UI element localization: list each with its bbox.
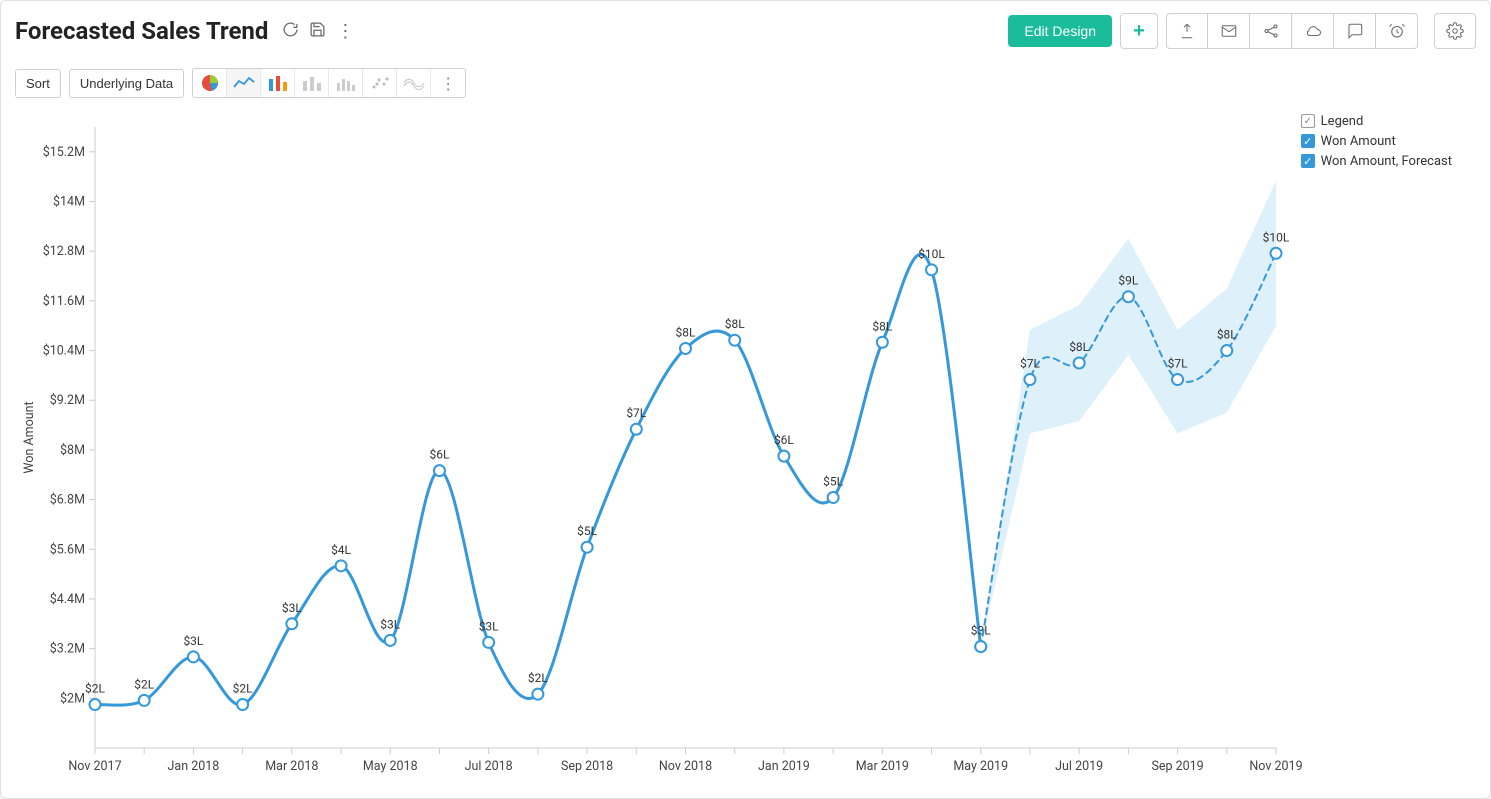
svg-text:$2L: $2L <box>233 682 253 696</box>
svg-text:Nov 2017: Nov 2017 <box>68 759 121 774</box>
share-icon[interactable] <box>1250 13 1292 49</box>
svg-text:May 2018: May 2018 <box>363 759 418 774</box>
svg-text:$5L: $5L <box>577 524 597 538</box>
svg-text:$3L: $3L <box>971 624 991 638</box>
legend: Legend ✓ Won Amount ✓ Won Amount, Foreca… <box>1301 111 1452 171</box>
comment-icon[interactable] <box>1334 13 1376 49</box>
page-title: Forecasted Sales Trend <box>15 17 268 45</box>
svg-text:$5.6M: $5.6M <box>50 542 85 557</box>
svg-text:$3L: $3L <box>282 601 302 615</box>
sort-button[interactable]: Sort <box>15 69 61 98</box>
svg-text:$4.4M: $4.4M <box>50 592 85 607</box>
svg-text:$8L: $8L <box>676 325 696 339</box>
svg-text:$7L: $7L <box>1168 357 1188 371</box>
legend-label: Won Amount, Forecast <box>1321 154 1452 169</box>
chart-area: $2M $3.2M $4.4M $5.6M $6.8M $8M $9.2M $10.4M $11… <box>15 107 1476 788</box>
refresh-icon[interactable] <box>282 21 299 42</box>
svg-text:May 2019: May 2019 <box>953 759 1008 774</box>
settings-icon[interactable] <box>1434 13 1476 49</box>
svg-text:$7L: $7L <box>626 406 646 420</box>
bar-chart-icon[interactable] <box>261 69 295 97</box>
report-card: Forecasted Sales Trend ⋮ Edit Design + <box>0 0 1491 799</box>
svg-text:Mar 2018: Mar 2018 <box>265 759 318 774</box>
svg-text:Nov 2019: Nov 2019 <box>1249 759 1302 774</box>
svg-text:$8L: $8L <box>1069 340 1089 354</box>
export-icon[interactable] <box>1166 13 1208 49</box>
action-icon-group <box>1166 13 1418 49</box>
svg-text:$2M: $2M <box>60 691 85 706</box>
save-icon[interactable] <box>309 21 326 42</box>
svg-text:$6L: $6L <box>774 433 794 447</box>
svg-text:$6L: $6L <box>429 448 449 462</box>
svg-text:$3L: $3L <box>183 634 203 648</box>
legend-item[interactable]: ✓ Won Amount <box>1301 131 1452 151</box>
svg-text:$9L: $9L <box>1118 274 1138 288</box>
legend-title-row[interactable]: Legend <box>1301 111 1452 131</box>
chart-type-group: ⋮ <box>192 68 466 98</box>
svg-text:Sep 2018: Sep 2018 <box>561 759 613 774</box>
svg-text:Jul 2019: Jul 2019 <box>1055 759 1103 774</box>
add-button[interactable]: + <box>1120 13 1158 49</box>
svg-text:$2L: $2L <box>85 682 105 696</box>
toolbar: Sort Underlying Data ⋮ <box>15 67 1476 99</box>
legend-title: Legend <box>1321 114 1364 129</box>
svg-text:$6.8M: $6.8M <box>50 493 85 508</box>
legend-check-icon[interactable]: ✓ <box>1301 134 1315 148</box>
svg-text:$8M: $8M <box>60 443 85 458</box>
svg-text:$2L: $2L <box>134 677 154 691</box>
svg-text:$7L: $7L <box>1020 357 1040 371</box>
header: Forecasted Sales Trend ⋮ Edit Design + <box>15 11 1476 51</box>
svg-text:$15.2M: $15.2M <box>43 145 85 160</box>
chart-svg: $2M $3.2M $4.4M $5.6M $6.8M $8M $9.2M $10.4M $11… <box>15 107 1476 788</box>
legend-label: Won Amount <box>1321 134 1396 149</box>
svg-text:$3L: $3L <box>380 617 400 631</box>
stacked-bar-icon[interactable] <box>295 69 329 97</box>
svg-text:$10.4M: $10.4M <box>43 344 85 359</box>
svg-text:$5L: $5L <box>823 475 843 489</box>
legend-check-icon[interactable]: ✓ <box>1301 154 1315 168</box>
svg-text:Nov 2018: Nov 2018 <box>659 759 712 774</box>
chart-type-more-icon[interactable]: ⋮ <box>431 69 465 97</box>
svg-text:$10L: $10L <box>1263 230 1290 244</box>
map-chart-icon[interactable] <box>397 69 431 97</box>
svg-text:$4L: $4L <box>331 543 351 557</box>
legend-item[interactable]: ✓ Won Amount, Forecast <box>1301 151 1452 171</box>
svg-text:Sep 2019: Sep 2019 <box>1151 759 1203 774</box>
scatter-chart-icon[interactable] <box>363 69 397 97</box>
more-icon[interactable]: ⋮ <box>336 21 354 42</box>
legend-toggle-icon[interactable] <box>1301 114 1315 128</box>
header-quick-icons: ⋮ <box>282 21 354 42</box>
svg-text:$10L: $10L <box>918 247 945 261</box>
svg-text:$8L: $8L <box>725 317 745 331</box>
pie-chart-icon[interactable] <box>193 69 227 97</box>
svg-text:$9.2M: $9.2M <box>50 393 85 408</box>
svg-text:$3L: $3L <box>479 619 499 633</box>
underlying-data-button[interactable]: Underlying Data <box>69 69 184 98</box>
edit-design-button[interactable]: Edit Design <box>1008 15 1112 47</box>
svg-text:$8L: $8L <box>1217 328 1237 342</box>
svg-text:$12.8M: $12.8M <box>43 244 85 259</box>
svg-text:$14M: $14M <box>53 195 85 210</box>
histogram-icon[interactable] <box>329 69 363 97</box>
alarm-icon[interactable] <box>1376 13 1418 49</box>
svg-text:Jul 2018: Jul 2018 <box>465 759 513 774</box>
svg-text:Jan 2018: Jan 2018 <box>168 759 220 774</box>
header-left: Forecasted Sales Trend ⋮ <box>15 17 354 45</box>
email-icon[interactable] <box>1208 13 1250 49</box>
svg-text:$8L: $8L <box>872 319 892 333</box>
svg-text:$11.6M: $11.6M <box>43 294 85 309</box>
svg-text:$3.2M: $3.2M <box>50 642 85 657</box>
svg-text:Won Amount: Won Amount <box>22 401 37 473</box>
cloud-icon[interactable] <box>1292 13 1334 49</box>
svg-text:Jan 2019: Jan 2019 <box>758 759 810 774</box>
line-chart-icon[interactable] <box>227 69 261 97</box>
svg-text:$2L: $2L <box>528 671 548 685</box>
header-right: Edit Design + <box>1008 13 1476 49</box>
svg-text:Mar 2019: Mar 2019 <box>856 759 909 774</box>
